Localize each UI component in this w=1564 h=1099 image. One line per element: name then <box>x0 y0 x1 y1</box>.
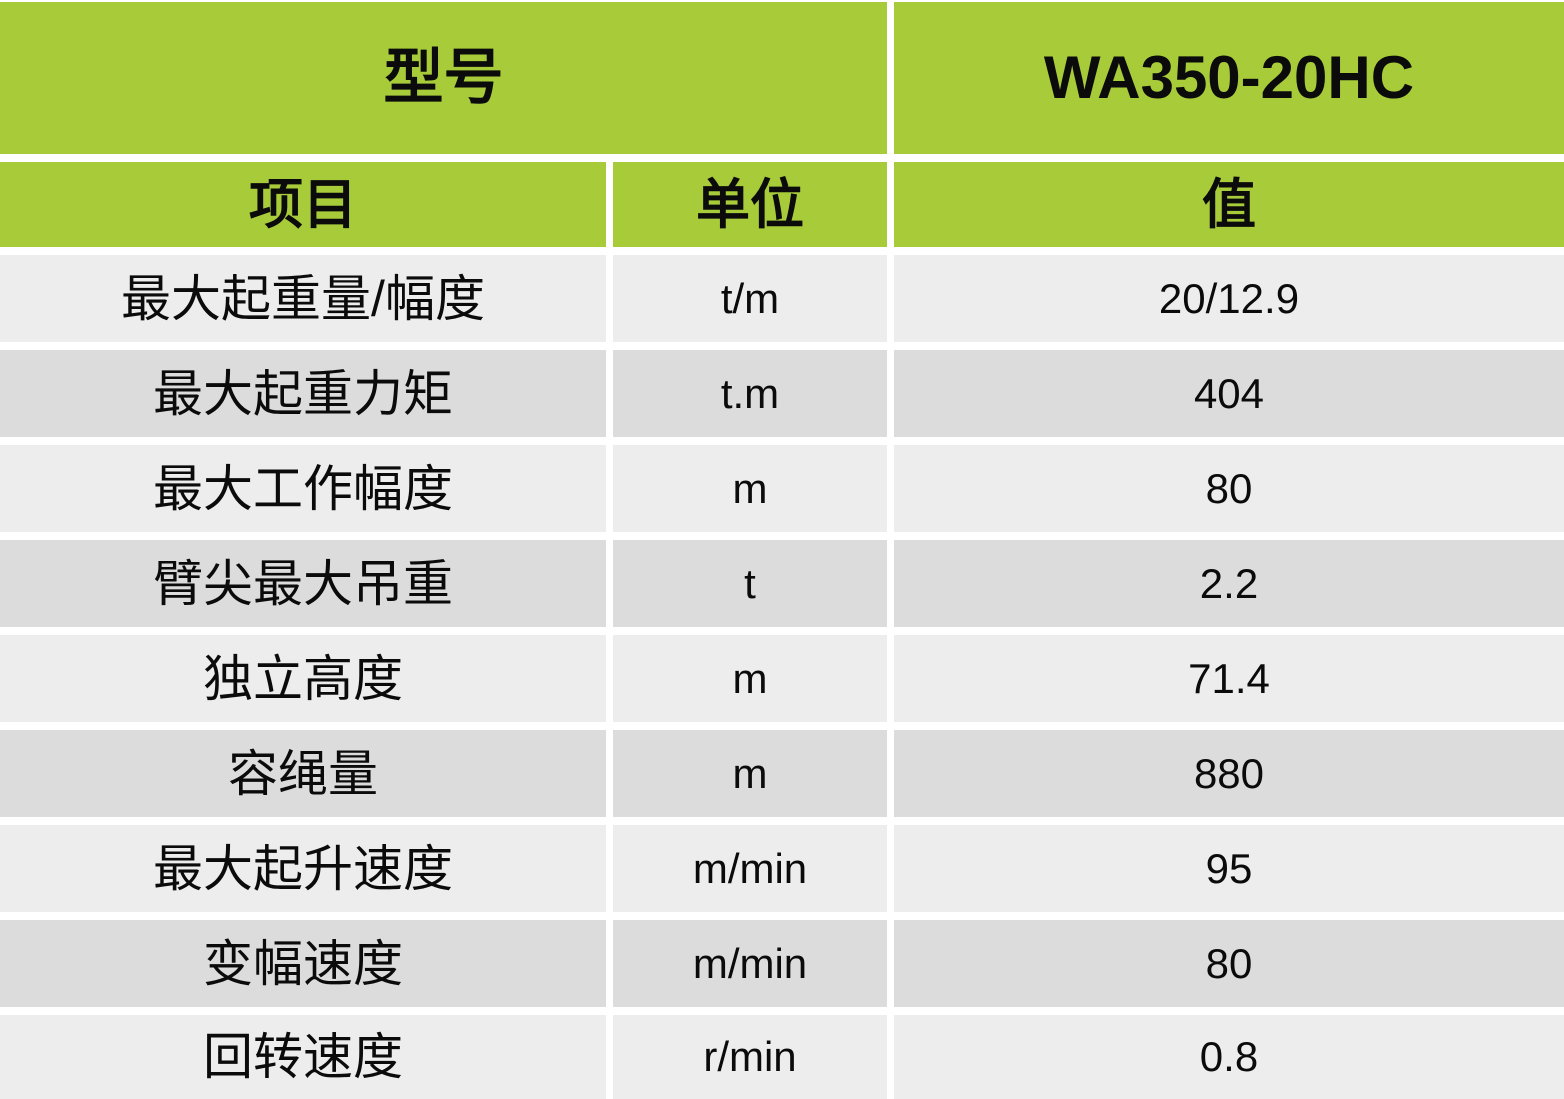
row-value: 80 <box>894 445 1564 532</box>
row-item-label: 变幅速度 <box>0 920 606 1007</box>
row-unit: t.m <box>613 350 887 437</box>
row-item-label: 臂尖最大吊重 <box>0 540 606 627</box>
row-value: 71.4 <box>894 635 1564 722</box>
row-item-label: 最大起重量/幅度 <box>0 255 606 342</box>
row-value: 880 <box>894 730 1564 817</box>
row-unit: m <box>613 730 887 817</box>
row-item-label: 独立高度 <box>0 635 606 722</box>
model-header-label: 型号 <box>0 2 887 154</box>
row-unit: m <box>613 445 887 532</box>
model-header-value: WA350-20HC <box>894 2 1564 154</box>
row-unit: m <box>613 635 887 722</box>
row-item-label: 最大起升速度 <box>0 825 606 912</box>
row-unit: t <box>613 540 887 627</box>
row-value: 404 <box>894 350 1564 437</box>
row-unit: m/min <box>613 825 887 912</box>
row-value: 2.2 <box>894 540 1564 627</box>
row-value: 80 <box>894 920 1564 1007</box>
column-header-value: 值 <box>894 162 1564 247</box>
row-value: 20/12.9 <box>894 255 1564 342</box>
row-item-label: 回转速度 <box>0 1015 606 1099</box>
row-unit: m/min <box>613 920 887 1007</box>
column-header-item: 项目 <box>0 162 606 247</box>
row-value: 0.8 <box>894 1015 1564 1099</box>
row-item-label: 最大起重力矩 <box>0 350 606 437</box>
row-item-label: 容绳量 <box>0 730 606 817</box>
column-header-unit: 单位 <box>613 162 887 247</box>
row-item-label: 最大工作幅度 <box>0 445 606 532</box>
row-value: 95 <box>894 825 1564 912</box>
row-unit: t/m <box>613 255 887 342</box>
row-unit: r/min <box>613 1015 887 1099</box>
